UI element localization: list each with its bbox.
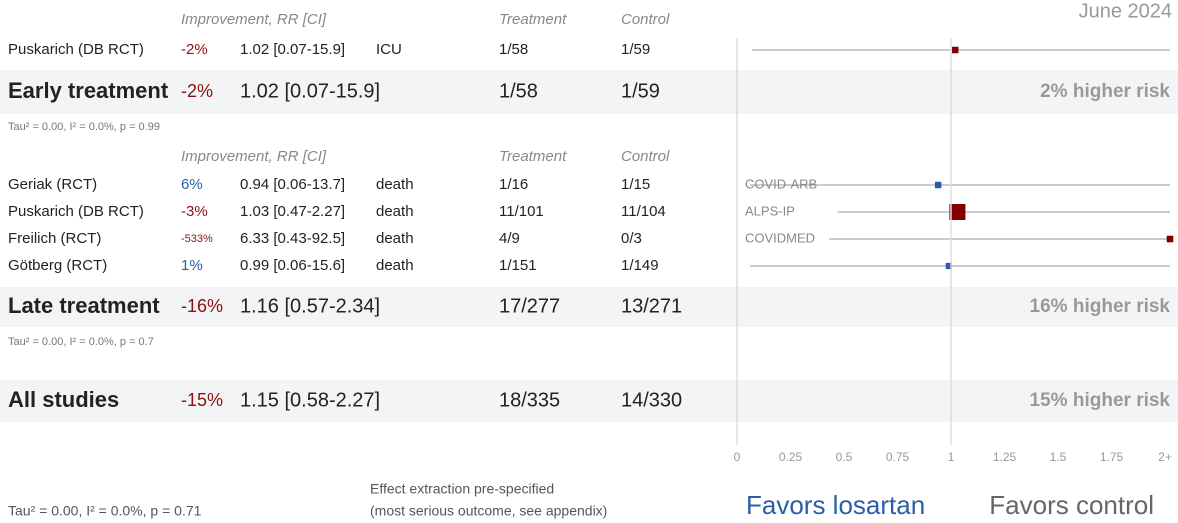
column-header: Control (621, 11, 670, 28)
row-band (0, 287, 1178, 327)
column-header: Treatment (499, 11, 567, 28)
treatment: 1/58 (499, 41, 528, 58)
outcome: ICU (376, 41, 402, 58)
column-header: Treatment (499, 148, 567, 165)
improvement: 6% (181, 176, 203, 193)
improvement: -16% (181, 296, 223, 316)
x-tick-label: 2+ (1158, 450, 1172, 464)
improvement: 1% (181, 257, 203, 274)
heterogeneity: Tau² = 0.00, I² = 0.0%, p = 0.7 (8, 336, 154, 348)
favors-right: Favors control (989, 490, 1154, 520)
x-tick-label: 1.75 (1100, 450, 1124, 464)
column-header: Improvement, RR [CI] (181, 11, 327, 28)
summary-name: All studies (8, 387, 119, 412)
rr-ci: 1.02 [0.07-15.9] (240, 41, 345, 58)
improvement: -533% (181, 233, 213, 245)
x-tick-label: 0.25 (779, 450, 803, 464)
outcome: death (376, 230, 414, 247)
note: Effect extraction pre-specified (370, 481, 554, 497)
rr-ci: 1.03 [0.47-2.27] (240, 203, 345, 220)
treatment: 17/277 (499, 295, 560, 317)
treatment: 1/151 (499, 257, 537, 274)
study-name: Puskarich (DB RCT) (8, 41, 144, 58)
improvement: -2% (181, 41, 208, 58)
rr-ci: 1.15 [0.58-2.27] (240, 389, 380, 411)
study-tag: COVIDMED (745, 230, 815, 245)
study-name: Geriak (RCT) (8, 176, 97, 193)
watermark: June 2024 (1079, 0, 1172, 22)
x-tick-label: 0.5 (836, 450, 853, 464)
x-tick-label: 0.75 (886, 450, 910, 464)
improvement: -15% (181, 390, 223, 410)
study-name: Götberg (RCT) (8, 257, 107, 274)
effect-square (949, 204, 966, 220)
effect-square (945, 262, 953, 270)
treatment: 18/335 (499, 389, 560, 411)
control: 1/59 (621, 80, 660, 102)
effect-square (952, 46, 959, 54)
control: 13/271 (621, 295, 682, 317)
x-tick-label: 0 (734, 450, 741, 464)
treatment: 4/9 (499, 230, 520, 247)
row-band (0, 70, 1178, 114)
x-tick-label: 1 (948, 450, 955, 464)
study-tag: ALPS-IP (745, 203, 795, 218)
control: 1/15 (621, 176, 650, 193)
note: (most serious outcome, see appendix) (370, 503, 607, 519)
improvement: -2% (181, 81, 213, 101)
rr-ci: 0.94 [0.06-13.7] (240, 176, 345, 193)
column-header: Improvement, RR [CI] (181, 148, 327, 165)
risk-label: 2% higher risk (1040, 81, 1170, 102)
favors-left: Favors losartan (746, 490, 925, 520)
rr-ci: 6.33 [0.43-92.5] (240, 230, 345, 247)
improvement: -3% (181, 203, 208, 220)
effect-square (934, 181, 942, 189)
heterogeneity: Tau² = 0.00, I² = 0.0%, p = 0.71 (8, 503, 202, 519)
risk-label: 16% higher risk (1030, 296, 1171, 317)
x-tick-label: 1.5 (1050, 450, 1067, 464)
study-name: Freilich (RCT) (8, 230, 101, 247)
rr-ci: 1.16 [0.57-2.34] (240, 295, 380, 317)
row-band (0, 380, 1178, 422)
outcome: death (376, 176, 414, 193)
outcome: death (376, 257, 414, 274)
control: 14/330 (621, 389, 682, 411)
summary-name: Early treatment (8, 78, 169, 103)
control: 1/149 (621, 257, 659, 274)
study-tag: COVID-ARB (745, 176, 817, 191)
study-name: Puskarich (DB RCT) (8, 203, 144, 220)
treatment: 1/16 (499, 176, 528, 193)
x-tick-label: 1.25 (993, 450, 1017, 464)
heterogeneity: Tau² = 0.00, I² = 0.0%, p = 0.99 (8, 121, 160, 133)
summary-name: Late treatment (8, 293, 160, 318)
effect-square (1166, 235, 1174, 243)
control: 1/59 (621, 41, 650, 58)
rr-ci: 1.02 [0.07-15.9] (240, 80, 380, 102)
control: 0/3 (621, 230, 642, 247)
treatment: 11/101 (499, 203, 544, 220)
column-header: Control (621, 148, 670, 165)
treatment: 1/58 (499, 80, 538, 102)
risk-label: 15% higher risk (1030, 390, 1171, 411)
rr-ci: 0.99 [0.06-15.6] (240, 257, 345, 274)
outcome: death (376, 203, 414, 220)
control: 11/104 (621, 203, 666, 220)
